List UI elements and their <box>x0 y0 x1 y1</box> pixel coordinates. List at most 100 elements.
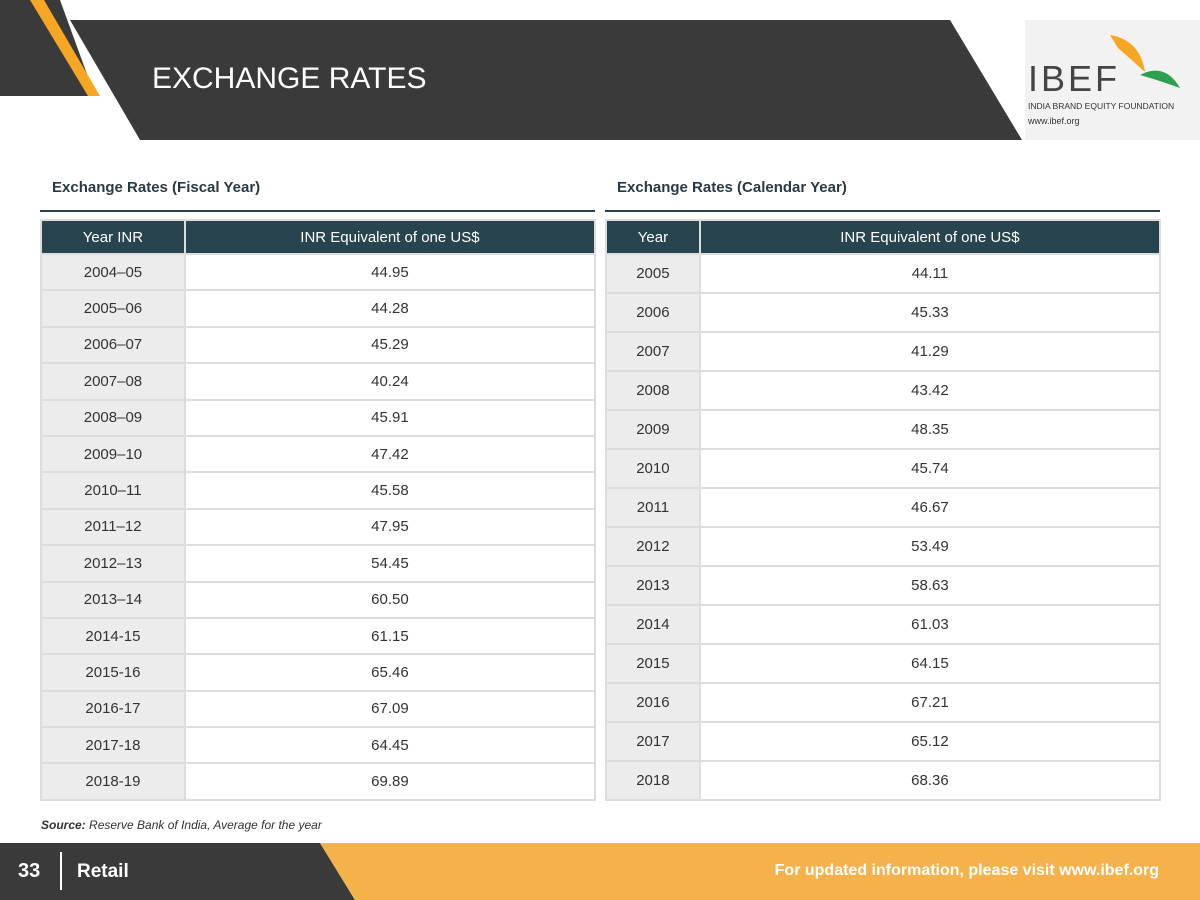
table-cell: 61.15 <box>183 616 597 656</box>
logo-url: www.ibef.org <box>1028 116 1080 126</box>
table-row: 2010 45.74 <box>605 448 1162 489</box>
table-row: 2013 58.63 <box>605 565 1162 606</box>
page-number: 33 <box>18 860 41 882</box>
table-cell: 2012–13 <box>40 544 186 583</box>
table-cell: 2008 <box>605 370 701 411</box>
table-row: 2010–11 45.58 <box>40 471 597 510</box>
table-cell: 2013–14 <box>40 580 186 619</box>
table-cell: 44.28 <box>183 289 597 328</box>
table-row: 2015-16 65.46 <box>40 653 597 692</box>
table-row: 2016 67.21 <box>605 682 1162 723</box>
table-row: 2015 64.15 <box>605 643 1162 684</box>
table-cell: 61.03 <box>698 604 1162 645</box>
table-cell: 2017 <box>605 721 701 762</box>
header-row: Year INR Equivalent of one US$ <box>605 219 1162 255</box>
table-cell: 2011–12 <box>40 507 186 547</box>
table-cell: 48.35 <box>698 409 1162 450</box>
table-row: 2016-17 67.09 <box>40 689 597 729</box>
table-row: 2017 65.12 <box>605 721 1162 762</box>
table-row: 2017-18 64.45 <box>40 726 597 765</box>
table-row: 2011–12 47.95 <box>40 507 597 547</box>
table-cell: 44.11 <box>698 253 1162 294</box>
table-row: 2007–08 40.24 <box>40 362 597 401</box>
table: Year INR INR Equivalent of one US$ 2004–05… <box>40 219 597 801</box>
table-cell: 64.15 <box>698 643 1162 684</box>
table-row: 2008–09 45.91 <box>40 398 597 437</box>
table-cell: 45.29 <box>183 325 597 365</box>
table-cell: 2018-19 <box>40 762 186 801</box>
table-row: 2014 61.03 <box>605 604 1162 645</box>
table-row: 2012 53.49 <box>605 526 1162 567</box>
table-cell: 67.21 <box>698 682 1162 723</box>
section-name: Retail <box>77 861 129 882</box>
table-cell: 2007–08 <box>40 362 186 401</box>
logo-name: IBEF <box>1028 58 1121 99</box>
column-header: Year <box>605 219 701 255</box>
table-cell: 69.89 <box>183 762 597 801</box>
header-row: Year INR INR Equivalent of one US$ <box>40 219 597 255</box>
table-cell: 64.45 <box>183 726 597 765</box>
table-cell: 44.95 <box>183 252 597 292</box>
table-row: 2009–10 47.42 <box>40 434 597 474</box>
table-cell: 45.33 <box>698 292 1162 333</box>
table-cell: 2007 <box>605 331 701 372</box>
logo-tagline: INDIA BRAND EQUITY FOUNDATION <box>1028 101 1175 111</box>
table-cell: 68.36 <box>698 760 1162 801</box>
table-row: 2006–07 45.29 <box>40 325 597 365</box>
table-cell: 2017-18 <box>40 726 186 765</box>
table-cell: 58.63 <box>698 565 1162 606</box>
source-label: Source: <box>41 818 86 832</box>
column-header: INR Equivalent of one US$ <box>698 219 1162 255</box>
table-row: 2013–14 60.50 <box>40 580 597 619</box>
table-cell: 2005 <box>605 253 701 294</box>
table-cell: 2004–05 <box>40 252 186 292</box>
source-text: Reserve Bank of India, Average for the y… <box>89 818 322 832</box>
table-row: 2005–06 44.28 <box>40 289 597 328</box>
table-cell: 41.29 <box>698 331 1162 372</box>
table-row: 2018-19 69.89 <box>40 762 597 801</box>
table-cell: 47.42 <box>183 434 597 474</box>
table-row: 2006 45.33 <box>605 292 1162 333</box>
table-row: 2018 68.36 <box>605 760 1162 801</box>
table-cell: 2016 <box>605 682 701 723</box>
table-row: 2014-15 61.15 <box>40 616 597 656</box>
table-cell: 2014-15 <box>40 616 186 656</box>
table-row: 2004–05 44.95 <box>40 252 597 292</box>
table-cell: 2013 <box>605 565 701 606</box>
table-row: 2009 48.35 <box>605 409 1162 450</box>
table-cell: 2006 <box>605 292 701 333</box>
table-cell: 2016-17 <box>40 689 186 729</box>
table-cell: 45.74 <box>698 448 1162 489</box>
table-cell: 2011 <box>605 487 701 528</box>
table-cell: 47.95 <box>183 507 597 547</box>
table-cell: 65.12 <box>698 721 1162 762</box>
table-cell: 53.49 <box>698 526 1162 567</box>
table-row: 2008 43.42 <box>605 370 1162 411</box>
column-header: Year INR <box>40 219 186 255</box>
table-row: 2005 44.11 <box>605 253 1162 294</box>
table-cell: 2010–11 <box>40 471 186 510</box>
table-cell: 2010 <box>605 448 701 489</box>
table-cell: 40.24 <box>183 362 597 401</box>
table-cell: 2009–10 <box>40 434 186 474</box>
table-row: 2012–13 54.45 <box>40 544 597 583</box>
footer-note: For updated information, please visit ww… <box>774 862 1159 879</box>
table-cell: 2015 <box>605 643 701 684</box>
table-cell: 2009 <box>605 409 701 450</box>
table-row: 2011 46.67 <box>605 487 1162 528</box>
table-cell: 45.58 <box>183 471 597 510</box>
table-row: 2007 41.29 <box>605 331 1162 372</box>
table-cell: 2018 <box>605 760 701 801</box>
table-cell: 2014 <box>605 604 701 645</box>
table-cell: 2005–06 <box>40 289 186 328</box>
table-cell: 2015-16 <box>40 653 186 692</box>
slide-title: EXCHANGE RATES <box>152 62 427 95</box>
table-title: Exchange Rates (Fiscal Year) <box>52 179 261 196</box>
table-cell: 2008–09 <box>40 398 186 437</box>
source-note: Source: Reserve Bank of India, Average f… <box>41 818 322 832</box>
table-cell: 45.91 <box>183 398 597 437</box>
table-cell: 2006–07 <box>40 325 186 365</box>
table-cell: 65.46 <box>183 653 597 692</box>
